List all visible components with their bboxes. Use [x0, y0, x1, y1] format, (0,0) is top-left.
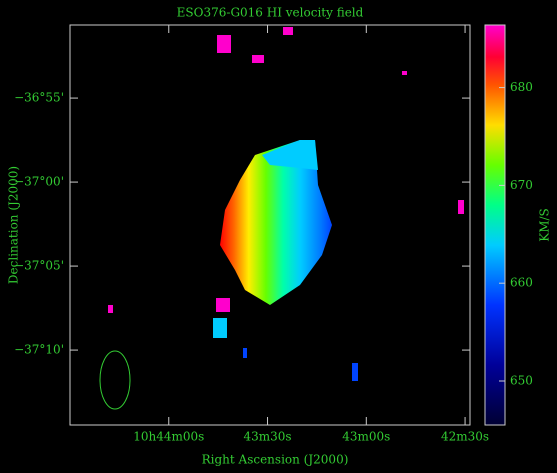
x-tick-label: 10h44m00s: [133, 430, 204, 444]
chart-title: ESO376-G016 HI velocity field: [177, 6, 364, 20]
colorbar-tick-label: 650: [510, 373, 533, 387]
blob: [108, 305, 113, 313]
x-tick-label: 43m00s: [342, 430, 390, 444]
y-tick-label: −37°00': [14, 175, 64, 189]
blob: [217, 35, 231, 53]
x-tick-label: 43m30s: [243, 430, 291, 444]
blob: [402, 71, 407, 75]
x-tick-label: 42m30s: [441, 430, 489, 444]
plot-frame: [69, 24, 471, 426]
blob: [458, 200, 464, 214]
colorbar: [484, 24, 506, 426]
y-tick-label: −36°55': [14, 91, 64, 105]
y-axis-label: Declination (J2000): [7, 166, 21, 284]
velocity-field: [220, 140, 332, 305]
colorbar-tick-label: 670: [510, 178, 533, 192]
blob: [243, 348, 247, 358]
blob: [352, 363, 358, 381]
x-axis-label: Right Ascension (J2000): [202, 453, 349, 467]
colorbar-label: KM/S: [538, 208, 552, 242]
blob: [252, 55, 264, 63]
blob: [216, 298, 230, 312]
y-tick-label: −37°10': [14, 343, 64, 357]
colorbar-tick-label: 680: [510, 80, 533, 94]
velocity-field-top: [262, 140, 318, 170]
colorbar-tick-label: 660: [510, 276, 533, 290]
beam: [99, 350, 131, 410]
blob: [213, 318, 227, 338]
blob: [283, 27, 293, 35]
y-tick-label: −37°05': [14, 259, 64, 273]
